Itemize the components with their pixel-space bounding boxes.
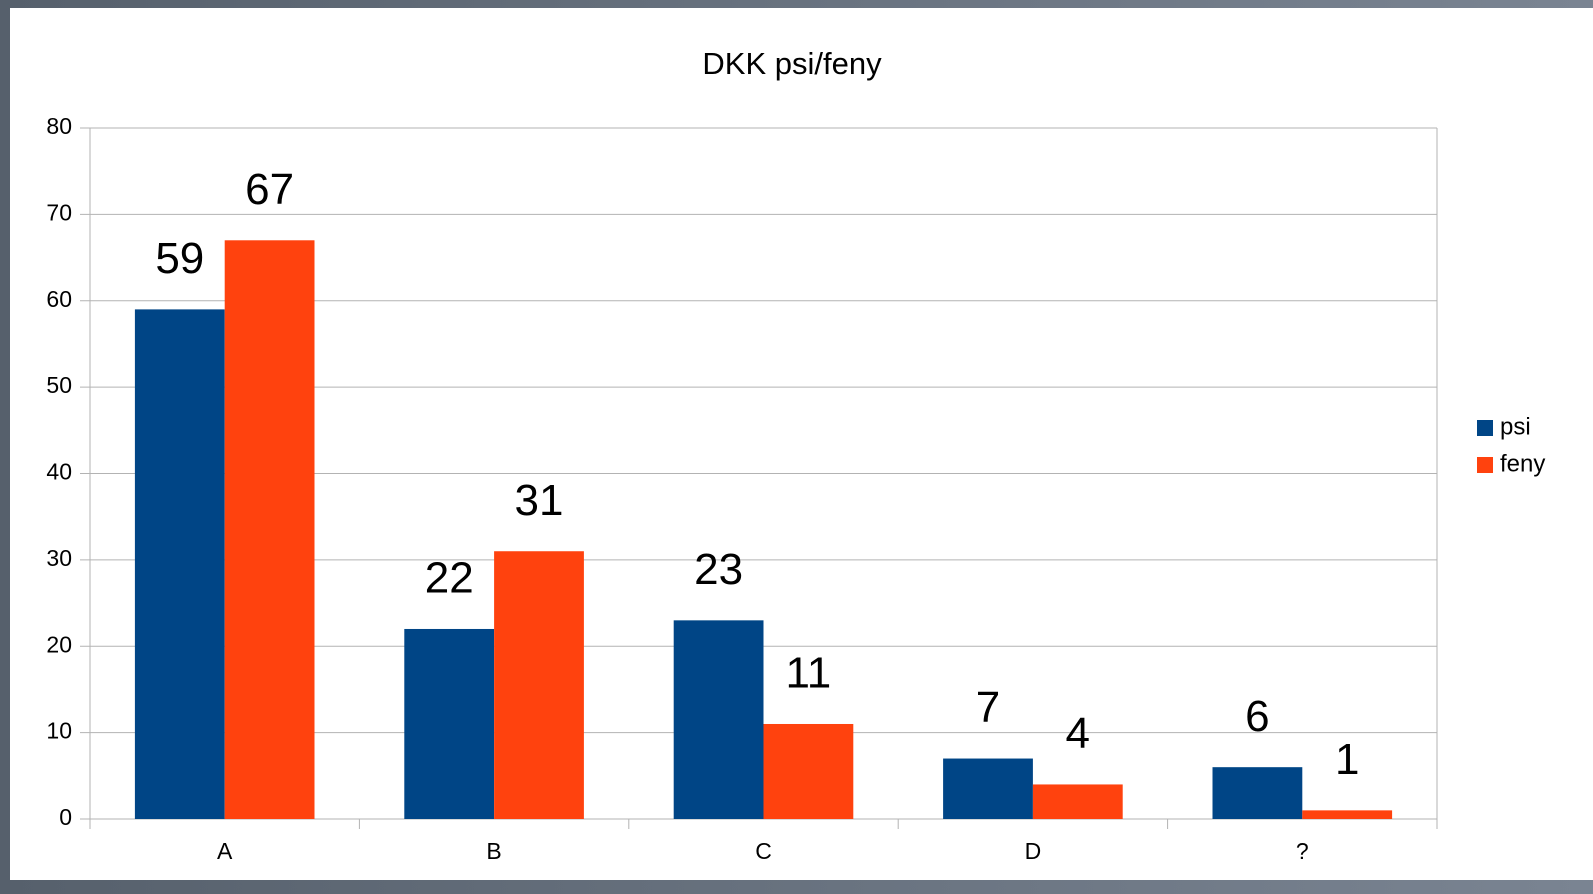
legend-swatch xyxy=(1477,457,1493,473)
data-label: 1 xyxy=(1335,735,1359,784)
y-tick-label: 60 xyxy=(46,286,72,312)
data-label: 4 xyxy=(1066,709,1090,758)
bar xyxy=(494,551,584,819)
data-label: 59 xyxy=(155,234,204,283)
data-label: 7 xyxy=(976,683,1000,732)
legend-label: feny xyxy=(1500,450,1545,477)
y-tick-label: 40 xyxy=(46,459,72,485)
x-tick-label: ? xyxy=(1296,838,1309,864)
legend-swatch xyxy=(1477,420,1493,436)
y-tick-label: 0 xyxy=(59,804,72,830)
bar xyxy=(224,240,315,820)
y-tick-label: 10 xyxy=(46,718,72,744)
y-tick-label: 30 xyxy=(46,545,72,571)
bar xyxy=(134,309,225,819)
bar xyxy=(1032,784,1123,819)
data-label: 6 xyxy=(1245,692,1269,741)
bar xyxy=(1302,810,1393,819)
bar xyxy=(404,628,495,819)
bar xyxy=(763,723,854,819)
data-label: 11 xyxy=(786,649,832,698)
legend-label: psi xyxy=(1500,413,1531,440)
chart-title: DKK psi/feny xyxy=(702,46,882,81)
data-label: 31 xyxy=(515,476,564,525)
x-tick-label: C xyxy=(755,838,772,864)
y-tick-label: 50 xyxy=(46,372,72,398)
bar xyxy=(673,620,764,819)
y-tick-label: 20 xyxy=(46,631,72,657)
y-tick-label: 80 xyxy=(46,113,72,139)
data-label: 23 xyxy=(694,545,743,594)
x-tick-label: D xyxy=(1025,838,1042,864)
y-tick-label: 70 xyxy=(46,199,72,225)
bar xyxy=(943,758,1033,819)
data-label: 22 xyxy=(425,554,474,603)
x-tick-label: A xyxy=(217,838,233,864)
x-tick-label: B xyxy=(486,838,501,864)
bar xyxy=(1212,767,1303,819)
data-label: 67 xyxy=(245,165,294,214)
